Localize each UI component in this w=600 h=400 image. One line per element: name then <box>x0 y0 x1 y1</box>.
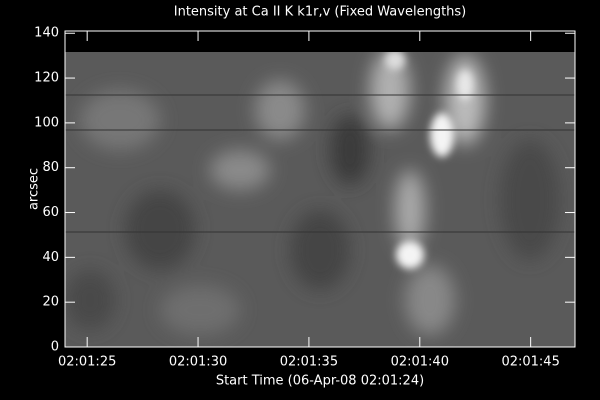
x-tick-label: 02:01:35 <box>280 355 338 370</box>
y-axis-label: arcsec <box>27 168 42 210</box>
y-tick-label: 120 <box>34 71 59 86</box>
x-tick-label: 02:01:30 <box>169 355 227 370</box>
x-tick-label: 02:01:25 <box>58 355 116 370</box>
plot-frame <box>64 30 576 348</box>
y-tick-label: 140 <box>34 26 59 41</box>
y-tick-label: 0 <box>51 340 59 355</box>
chart-title: Intensity at Ca II K k1r,v (Fixed Wavele… <box>174 5 467 20</box>
y-tick-label: 40 <box>42 250 59 265</box>
y-tick-label: 80 <box>42 160 59 175</box>
y-tick-label: 20 <box>42 295 59 310</box>
y-tick-label: 60 <box>42 205 59 220</box>
y-tick-label: 100 <box>34 115 59 130</box>
intensity-image <box>65 52 575 347</box>
x-axis-label: Start Time (06-Apr-08 02:01:24) <box>216 374 424 389</box>
x-tick-label: 02:01:40 <box>391 355 449 370</box>
x-tick-label: 02:01:45 <box>501 355 559 370</box>
